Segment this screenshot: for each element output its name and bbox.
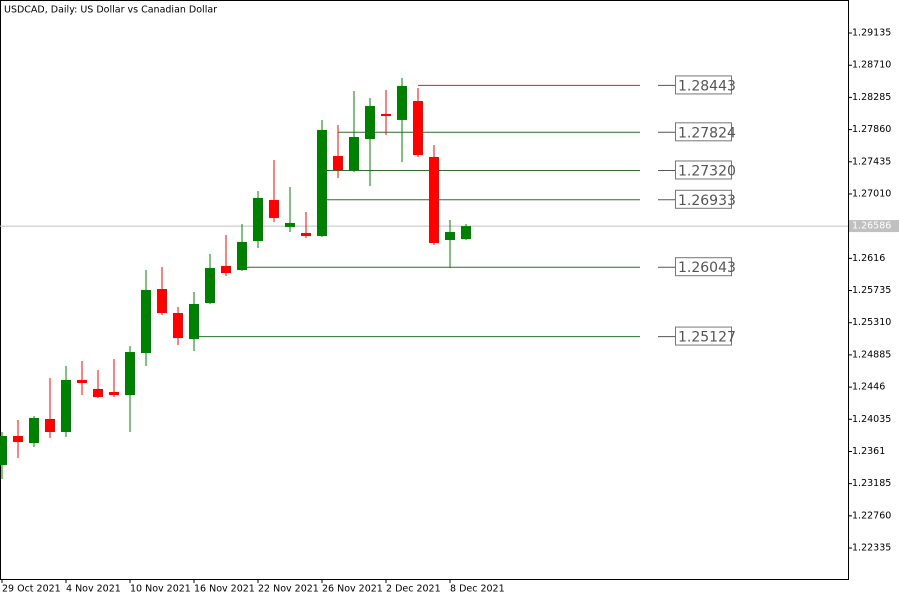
candle-body (269, 200, 279, 218)
chart-title: USDCAD, Daily: US Dollar vs Canadian Dol… (4, 5, 217, 16)
level-label: 1.26933 (678, 193, 736, 209)
x-tick-label: 22 Nov 2021 (258, 584, 319, 595)
candle-body (397, 85, 407, 120)
candle-body (125, 352, 135, 396)
y-tick-label: 1.22335 (852, 543, 891, 554)
candle-body (189, 304, 199, 339)
y-tick-label: 1.27435 (852, 156, 891, 167)
candle-body (61, 379, 71, 432)
candle-body (0, 436, 7, 466)
level-label: 1.27824 (678, 125, 736, 141)
y-tick-label: 1.29135 (852, 28, 891, 39)
y-tick-label: 1.2446 (852, 382, 885, 393)
candle-body (77, 379, 87, 383)
y-tick-label: 1.27860 (852, 124, 891, 135)
current-price-label: 1.26586 (852, 221, 891, 232)
level-box (675, 189, 732, 209)
candle-body (93, 388, 103, 398)
y-tick-label: 1.28285 (852, 92, 891, 103)
candle-body (221, 265, 231, 274)
current-price-box (849, 220, 899, 233)
x-tick-label: 26 Nov 2021 (322, 584, 383, 595)
x-tick-label: 4 Nov 2021 (66, 584, 121, 595)
candle-body (13, 436, 23, 442)
candle-body (205, 268, 215, 304)
y-tick-label: 1.28710 (852, 60, 891, 71)
candle-body (45, 418, 55, 432)
candle-body (349, 137, 359, 171)
candle-body (157, 289, 167, 314)
x-tick-label: 16 Nov 2021 (194, 584, 255, 595)
candle-body (461, 226, 471, 240)
level-box (675, 122, 732, 142)
x-tick-label: 8 Dec 2021 (450, 584, 505, 595)
level-label: 1.26043 (678, 260, 736, 276)
y-tick-label: 1.27010 (852, 188, 891, 199)
level-box (675, 257, 732, 277)
y-tick-label: 1.23185 (852, 478, 891, 489)
y-tick-label: 1.25735 (852, 285, 891, 296)
candle-body (29, 417, 39, 443)
candle-body (109, 392, 119, 396)
y-tick-label: 1.2361 (852, 446, 885, 457)
y-tick-label: 1.24035 (852, 414, 891, 425)
candle-body (173, 313, 183, 339)
candle-body (301, 232, 311, 236)
candle-body (237, 241, 247, 270)
y-tick-label: 1.25310 (852, 317, 891, 328)
candle-body (429, 157, 439, 244)
x-tick-label: 29 Oct 2021 (2, 584, 61, 595)
candle-body (445, 231, 455, 241)
level-box (675, 326, 732, 346)
candle-body (381, 113, 391, 117)
y-tick-label: 1.22760 (852, 510, 891, 521)
candle-body (317, 129, 327, 236)
level-label: 1.27320 (678, 163, 736, 179)
y-tick-label: 1.2616 (852, 253, 885, 264)
candle-body (141, 289, 151, 354)
candle-body (413, 101, 423, 156)
x-tick-label: 2 Dec 2021 (386, 584, 441, 595)
level-label: 1.28443 (678, 78, 736, 94)
candle-body (285, 222, 295, 227)
y-tick-label: 1.24885 (852, 349, 891, 360)
x-tick-label: 10 Nov 2021 (130, 584, 191, 595)
candle-body (365, 106, 375, 139)
candle-body (333, 156, 343, 171)
level-label: 1.25127 (678, 330, 736, 346)
level-box (675, 160, 732, 180)
candle-body (253, 197, 263, 241)
level-box (675, 75, 732, 95)
